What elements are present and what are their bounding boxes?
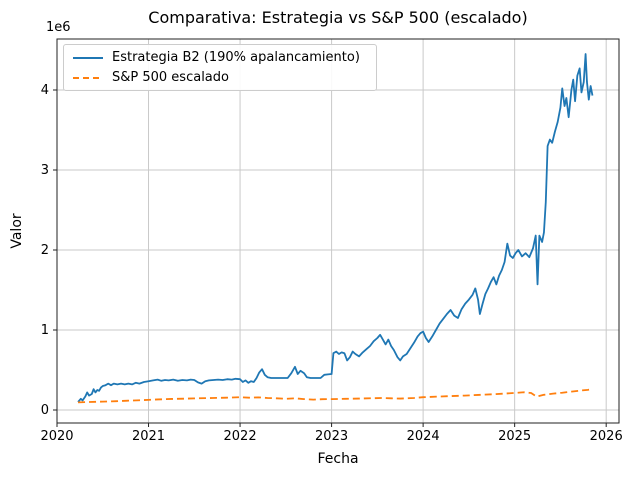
legend-entry-strategy: Estrategia B2 (190% apalancamiento) bbox=[72, 49, 368, 66]
y-axis-offset-label: 1e6 bbox=[46, 20, 71, 35]
y-tick-label: 3 bbox=[40, 163, 49, 178]
y-axis-label: Valor bbox=[9, 213, 25, 249]
y-tick-label: 1 bbox=[40, 323, 49, 338]
x-tick-label: 2021 bbox=[131, 429, 166, 444]
x-tick-label: 2022 bbox=[223, 429, 257, 444]
x-axis-label: Fecha bbox=[317, 451, 359, 467]
x-tick-label: 2024 bbox=[406, 429, 440, 444]
y-tick-label: 4 bbox=[40, 83, 49, 98]
dashed-line-icon bbox=[73, 76, 103, 79]
solid-line-icon bbox=[73, 56, 103, 59]
x-tick-label: 2026 bbox=[589, 429, 623, 444]
x-tick-label: 2020 bbox=[40, 429, 74, 444]
x-tick-label: 2023 bbox=[315, 429, 349, 444]
x-tick-label: 2025 bbox=[498, 429, 532, 444]
legend-label-strategy: Estrategia B2 (190% apalancamiento) bbox=[112, 50, 360, 65]
chart-title: Comparativa: Estrategia vs S&P 500 (esca… bbox=[148, 8, 528, 27]
legend-label-sp500: S&P 500 escalado bbox=[112, 70, 229, 85]
y-tick-label: 2 bbox=[40, 243, 49, 258]
legend: Estrategia B2 (190% apalancamiento) S&P … bbox=[63, 44, 377, 91]
y-tick-label: 0 bbox=[40, 403, 49, 418]
legend-entry-sp500: S&P 500 escalado bbox=[72, 69, 368, 86]
